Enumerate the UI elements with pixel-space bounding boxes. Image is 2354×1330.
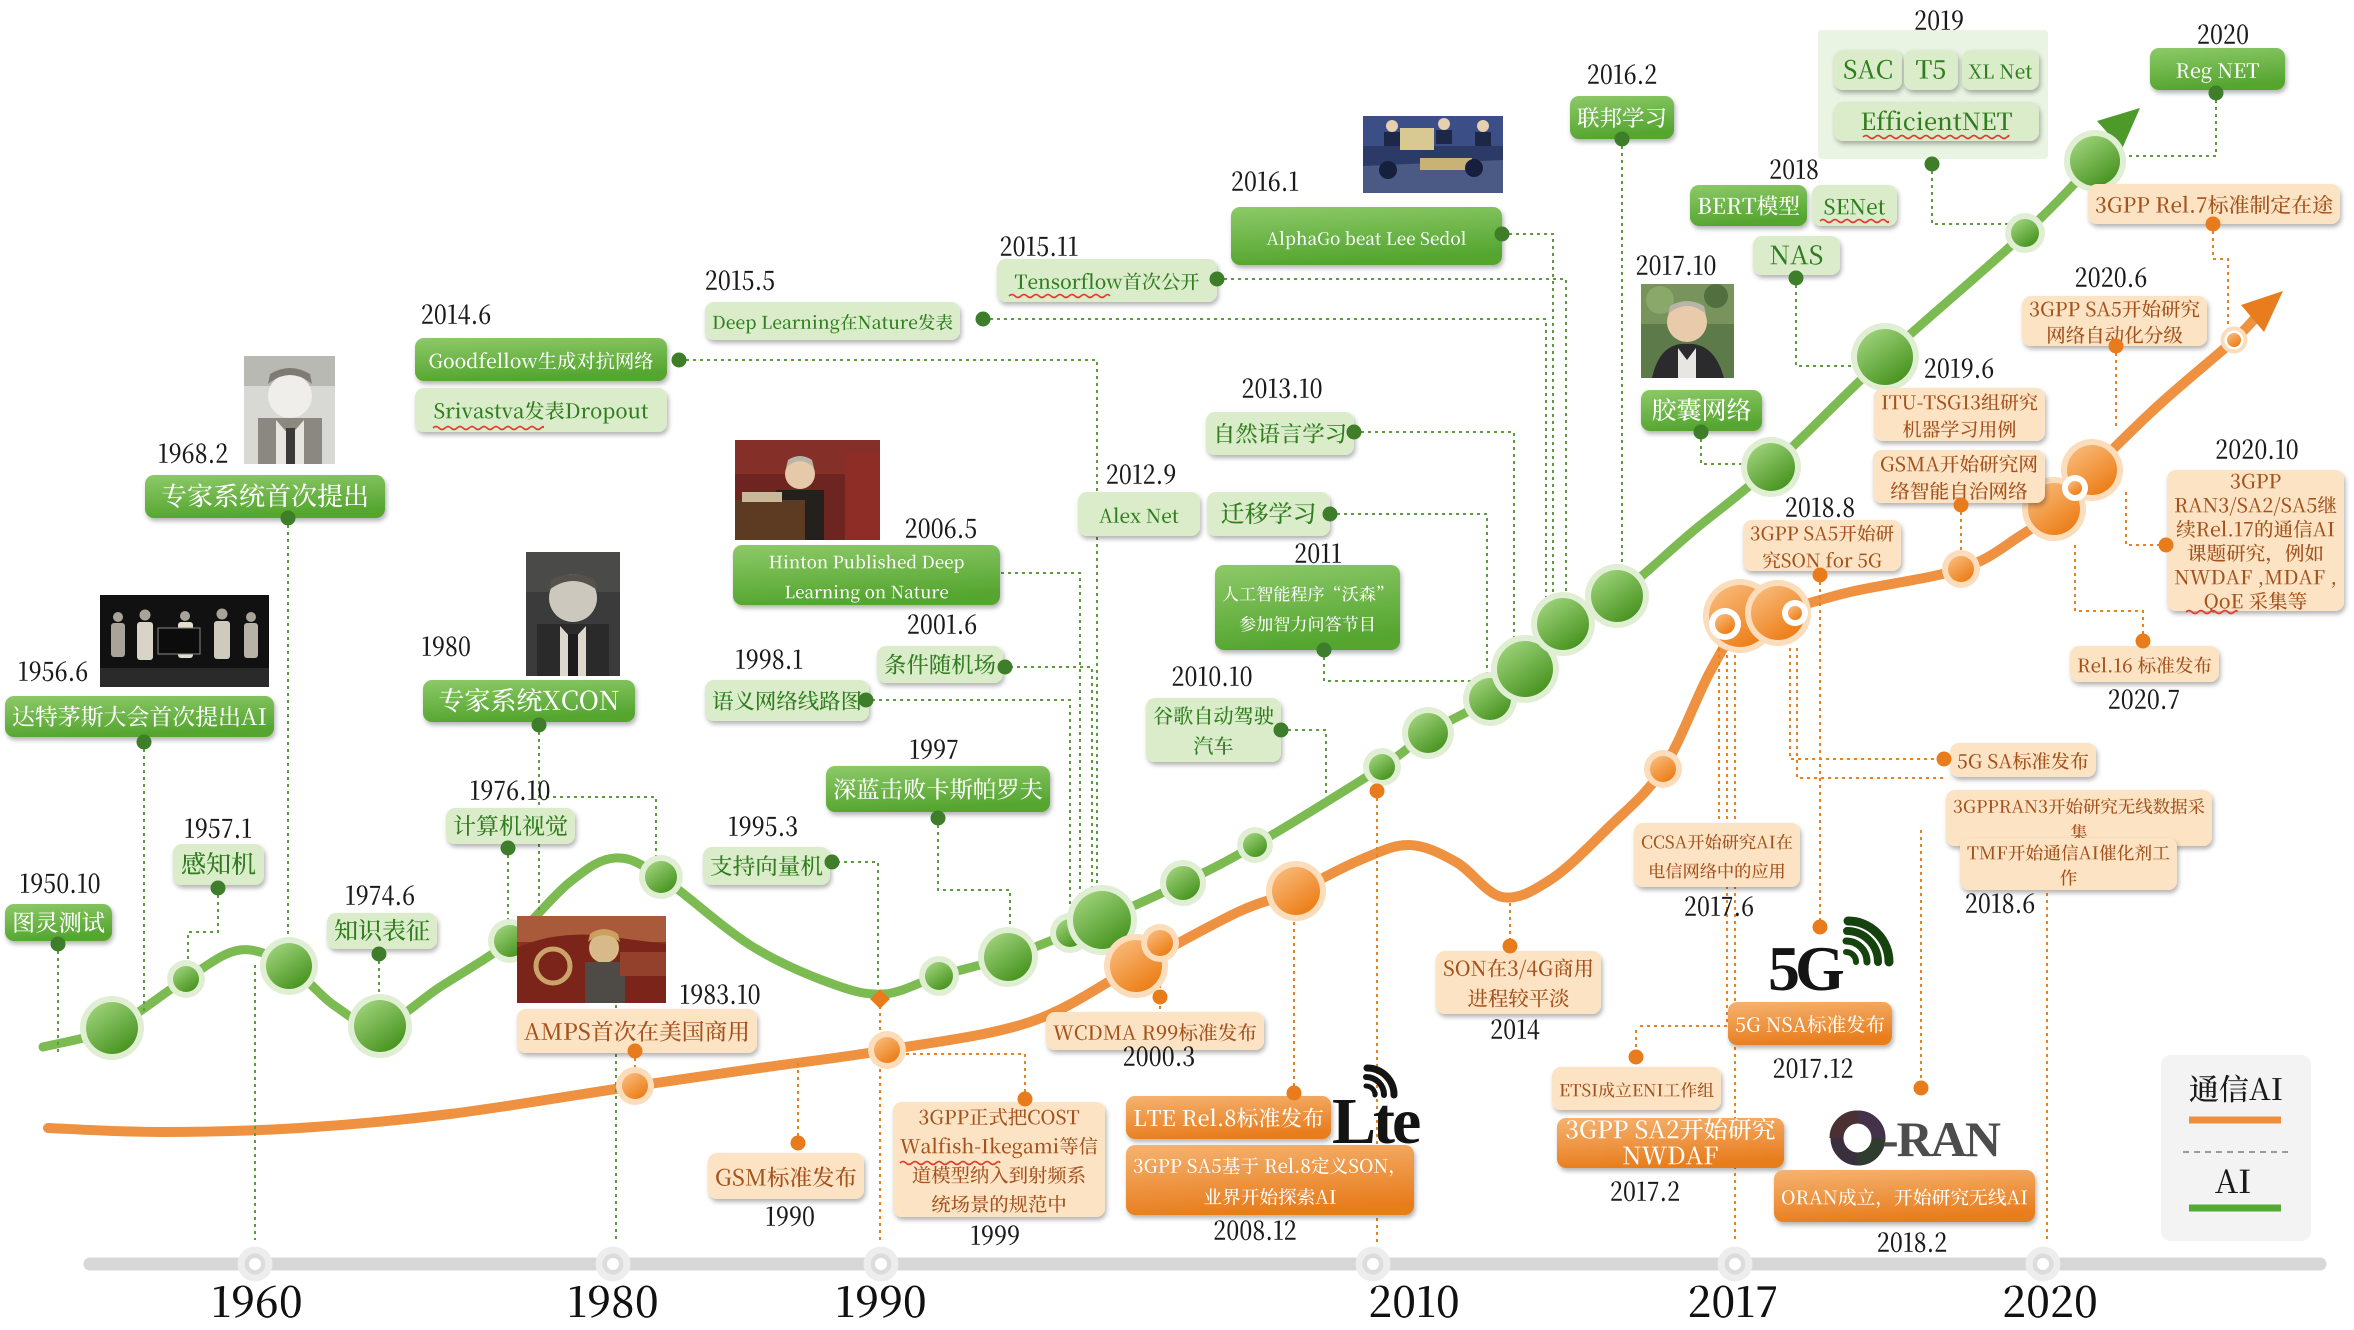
svg-text:5G: 5G <box>1768 933 1844 1004</box>
svg-text:Lte: Lte <box>1332 1085 1420 1158</box>
svg-text:-RAN: -RAN <box>1882 1111 2001 1167</box>
